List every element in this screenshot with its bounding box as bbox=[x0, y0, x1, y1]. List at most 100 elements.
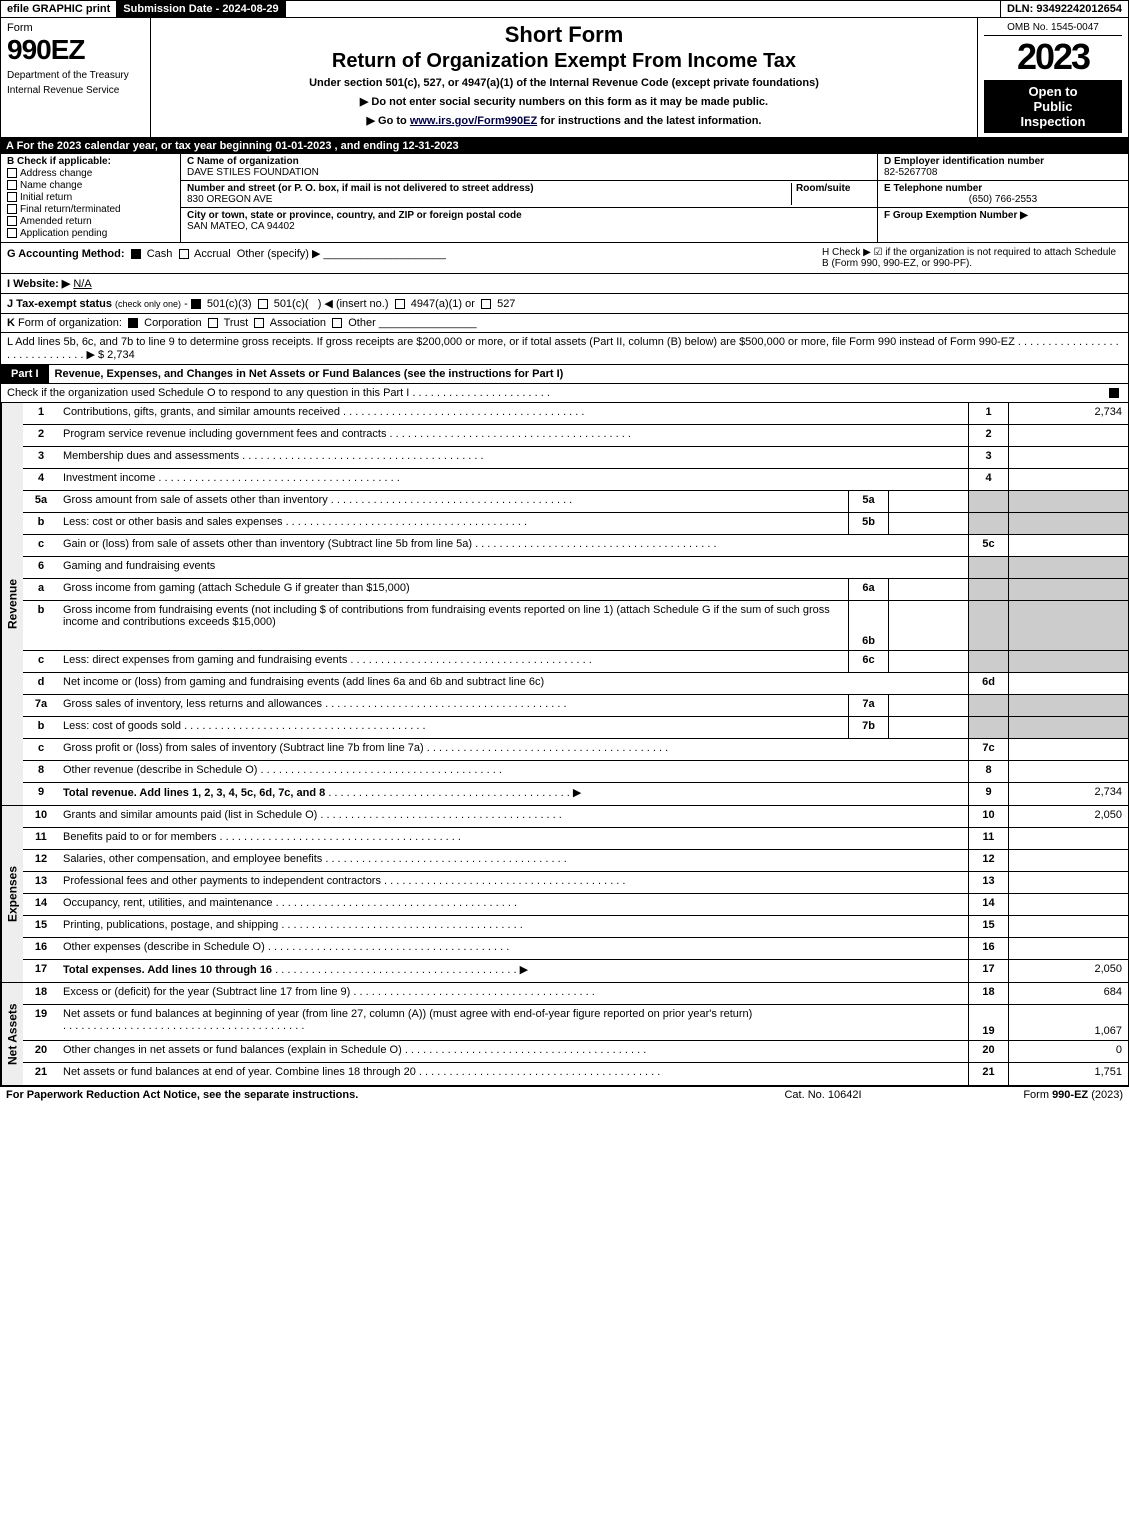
c-name-hdr: C Name of organization bbox=[187, 156, 871, 167]
row-a-calendar-year: A For the 2023 calendar year, or tax yea… bbox=[0, 138, 1129, 154]
row-g: G Accounting Method: Cash Accrual Other … bbox=[7, 247, 822, 269]
d-ein-hdr: D Employer identification number bbox=[884, 156, 1122, 167]
part1-check-text: Check if the organization used Schedule … bbox=[7, 387, 1109, 399]
chk-name-change[interactable]: Name change bbox=[7, 180, 174, 191]
line-9: 9Total revenue. Add lines 1, 2, 3, 4, 5c… bbox=[23, 783, 1128, 805]
box-b-heading: B Check if applicable: bbox=[7, 156, 174, 167]
instr-ssn: ▶ Do not enter social security numbers o… bbox=[157, 95, 971, 108]
chk-corp[interactable] bbox=[128, 318, 138, 328]
part1-header: Part I Revenue, Expenses, and Changes in… bbox=[0, 365, 1129, 384]
line-7a: 7aGross sales of inventory, less returns… bbox=[23, 695, 1128, 717]
section-bcdef: B Check if applicable: Address change Na… bbox=[0, 154, 1129, 243]
line-6c: cLess: direct expenses from gaming and f… bbox=[23, 651, 1128, 673]
revenue-block: Revenue 1Contributions, gifts, grants, a… bbox=[0, 403, 1129, 806]
form-number: 990EZ bbox=[7, 34, 144, 66]
i-label: I Website: ▶ bbox=[7, 278, 70, 290]
form-label: Form bbox=[7, 22, 144, 34]
chk-assoc[interactable] bbox=[254, 318, 264, 328]
line-1: 1Contributions, gifts, grants, and simil… bbox=[23, 403, 1128, 425]
chk-schedule-o-part1[interactable] bbox=[1109, 388, 1119, 398]
box-def: D Employer identification number 82-5267… bbox=[878, 154, 1128, 242]
dept-treasury: Department of the Treasury bbox=[7, 70, 144, 81]
line-17: 17Total expenses. Add lines 10 through 1… bbox=[23, 960, 1128, 982]
chk-address-change[interactable]: Address change bbox=[7, 168, 174, 179]
row-h: H Check ▶ ☑ if the organization is not r… bbox=[822, 247, 1122, 269]
g-label: G Accounting Method: bbox=[7, 248, 125, 260]
chk-cash[interactable] bbox=[131, 249, 141, 259]
g-other: Other (specify) ▶ bbox=[237, 248, 321, 260]
efile-print-label[interactable]: efile GRAPHIC print bbox=[1, 1, 117, 17]
org-name: DAVE STILES FOUNDATION bbox=[187, 167, 871, 178]
chk-501c[interactable] bbox=[258, 299, 268, 309]
topbar-spacer bbox=[286, 1, 1001, 17]
line-18: 18Excess or (deficit) for the year (Subt… bbox=[23, 983, 1128, 1005]
row-j: J Tax-exempt status (check only one) - 5… bbox=[0, 294, 1129, 314]
line-6: 6Gaming and fundraising events bbox=[23, 557, 1128, 579]
netassets-block: Net Assets 18Excess or (deficit) for the… bbox=[0, 983, 1129, 1086]
line-13: 13Professional fees and other payments t… bbox=[23, 872, 1128, 894]
row-gh: G Accounting Method: Cash Accrual Other … bbox=[0, 243, 1129, 274]
c-city-hdr: City or town, state or province, country… bbox=[187, 210, 871, 221]
line-5c: cGain or (loss) from sale of assets othe… bbox=[23, 535, 1128, 557]
line-16: 16Other expenses (describe in Schedule O… bbox=[23, 938, 1128, 960]
line-12: 12Salaries, other compensation, and empl… bbox=[23, 850, 1128, 872]
footer-catno: Cat. No. 10642I bbox=[723, 1089, 923, 1101]
open-line1: Open to bbox=[986, 84, 1120, 99]
chk-527[interactable] bbox=[481, 299, 491, 309]
chk-application-pending[interactable]: Application pending bbox=[7, 228, 174, 239]
line-6b: bGross income from fundraising events (n… bbox=[23, 601, 1128, 651]
line-20: 20Other changes in net assets or fund ba… bbox=[23, 1041, 1128, 1063]
line-15: 15Printing, publications, postage, and s… bbox=[23, 916, 1128, 938]
topbar: efile GRAPHIC print Submission Date - 20… bbox=[0, 0, 1129, 18]
chk-4947[interactable] bbox=[395, 299, 405, 309]
return-title: Return of Organization Exempt From Incom… bbox=[157, 50, 971, 73]
org-address: 830 OREGON AVE bbox=[187, 194, 787, 205]
row-i: I Website: ▶ N/A bbox=[0, 274, 1129, 294]
line-8: 8Other revenue (describe in Schedule O)8 bbox=[23, 761, 1128, 783]
part1-tag: Part I bbox=[1, 365, 49, 383]
dln-label: DLN: 93492242012654 bbox=[1001, 1, 1128, 17]
line-5a: 5aGross amount from sale of assets other… bbox=[23, 491, 1128, 513]
part1-title: Revenue, Expenses, and Changes in Net As… bbox=[49, 365, 1128, 383]
org-city: SAN MATEO, CA 94402 bbox=[187, 221, 871, 232]
header: Form 990EZ Department of the Treasury In… bbox=[0, 18, 1129, 138]
line-4: 4Investment income4 bbox=[23, 469, 1128, 491]
row-k: K Form of organization: Corporation Trus… bbox=[0, 314, 1129, 333]
chk-initial-return[interactable]: Initial return bbox=[7, 192, 174, 203]
part1-check-line: Check if the organization used Schedule … bbox=[0, 384, 1129, 403]
row-l: L Add lines 5b, 6c, and 7b to line 9 to … bbox=[0, 333, 1129, 365]
line-7b: bLess: cost of goods sold7b bbox=[23, 717, 1128, 739]
line-5b: bLess: cost or other basis and sales exp… bbox=[23, 513, 1128, 535]
chk-trust[interactable] bbox=[208, 318, 218, 328]
e-phone-hdr: E Telephone number bbox=[884, 183, 1122, 194]
short-form-title: Short Form bbox=[157, 22, 971, 48]
open-to-public: Open to Public Inspection bbox=[984, 80, 1122, 133]
i-website-val: N/A bbox=[73, 278, 91, 290]
subtitle: Under section 501(c), 527, or 4947(a)(1)… bbox=[157, 77, 971, 89]
open-line2: Public bbox=[986, 99, 1120, 114]
line-14: 14Occupancy, rent, utilities, and mainte… bbox=[23, 894, 1128, 916]
line-10: 10Grants and similar amounts paid (list … bbox=[23, 806, 1128, 828]
chk-amended-return[interactable]: Amended return bbox=[7, 216, 174, 227]
d-ein-val: 82-5267708 bbox=[884, 167, 1122, 178]
footer-left: For Paperwork Reduction Act Notice, see … bbox=[6, 1089, 723, 1101]
footer: For Paperwork Reduction Act Notice, see … bbox=[0, 1086, 1129, 1103]
instr-goto: ▶ Go to www.irs.gov/Form990EZ for instru… bbox=[157, 114, 971, 127]
box-c: C Name of organization DAVE STILES FOUND… bbox=[181, 154, 878, 242]
f-group-hdr: F Group Exemption Number ▶ bbox=[884, 210, 1028, 221]
footer-right: Form 990-EZ (2023) bbox=[923, 1089, 1123, 1101]
chk-other-org[interactable] bbox=[332, 318, 342, 328]
irs-link[interactable]: www.irs.gov/Form990EZ bbox=[410, 115, 537, 127]
open-line3: Inspection bbox=[986, 114, 1120, 129]
header-right: OMB No. 1545-0047 2023 Open to Public In… bbox=[978, 18, 1128, 137]
l-value: 2,734 bbox=[107, 349, 135, 361]
line-11: 11Benefits paid to or for members11 bbox=[23, 828, 1128, 850]
chk-501c3[interactable] bbox=[191, 299, 201, 309]
chk-final-return[interactable]: Final return/terminated bbox=[7, 204, 174, 215]
line-6a: aGross income from gaming (attach Schedu… bbox=[23, 579, 1128, 601]
chk-accrual[interactable] bbox=[179, 249, 189, 259]
side-expenses: Expenses bbox=[1, 806, 23, 982]
line-3: 3Membership dues and assessments3 bbox=[23, 447, 1128, 469]
box-b: B Check if applicable: Address change Na… bbox=[1, 154, 181, 242]
line-6d: dNet income or (loss) from gaming and fu… bbox=[23, 673, 1128, 695]
